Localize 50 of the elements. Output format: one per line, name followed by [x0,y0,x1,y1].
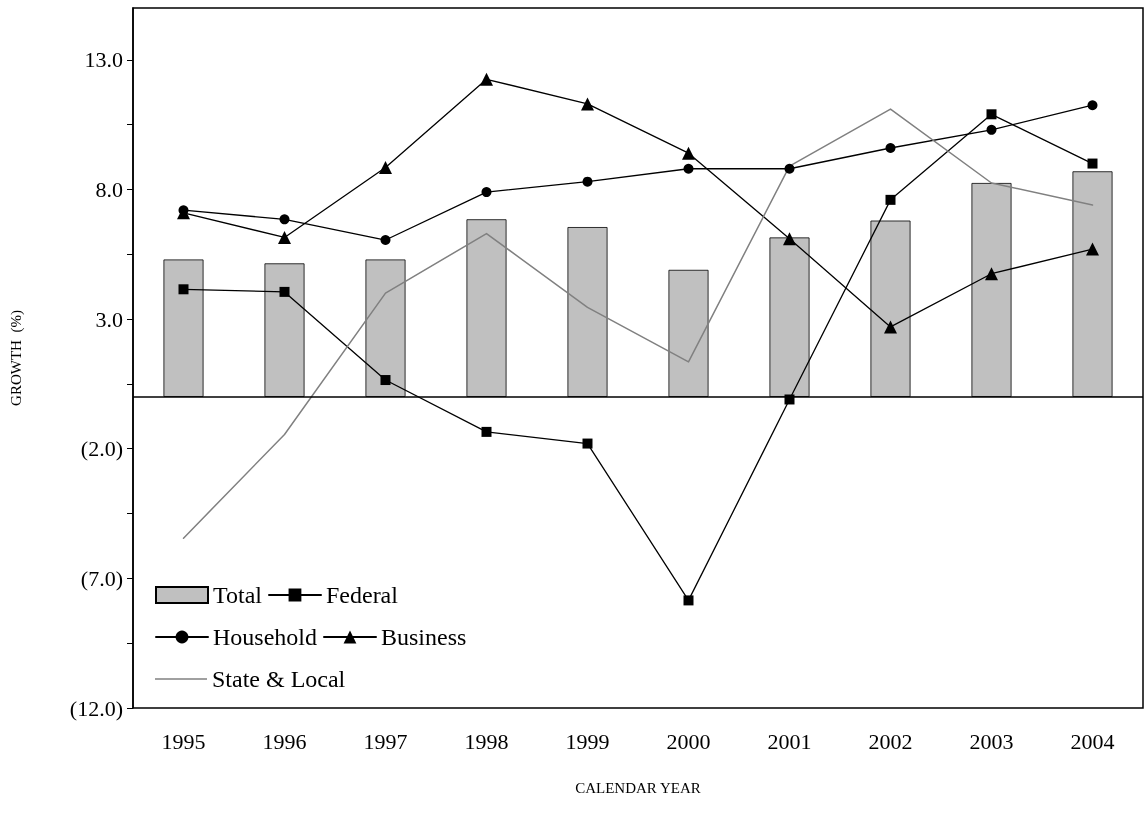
x-tick-label: 2000 [666,728,711,754]
point [380,235,391,246]
x-axis-title: CALENDAR YEAR [575,779,701,796]
legend-label: Business [380,624,467,650]
x-tick-label: 1995 [161,728,206,754]
point [885,143,896,153]
point [985,267,998,281]
x-tick-label: 1999 [565,728,610,754]
point [683,163,694,174]
point [784,163,795,174]
y-tick-label: 8.0 [95,176,123,202]
point [379,160,392,174]
point [1086,242,1099,256]
y-tick-label: 3.0 [95,306,123,332]
point [582,438,593,449]
point [279,286,290,297]
point [885,194,896,205]
point [278,230,291,244]
point [783,232,796,246]
point [986,124,997,135]
point [986,109,997,120]
point [683,595,694,606]
y-tick-label: 13.0 [84,47,123,73]
point [581,97,594,111]
legend-label: Federal [325,582,399,608]
x-tick-label: 1998 [464,728,509,754]
point [1087,158,1098,169]
x-tick-label: 1997 [363,728,408,754]
legend-label: Total [213,582,263,608]
legend-label: Household [213,624,317,650]
x-tick-label: 2002 [868,728,913,754]
y-tick-label: (7.0) [80,565,123,591]
point [1087,100,1098,111]
point [481,426,492,437]
x-tick-label: 2003 [969,728,1014,754]
point [178,284,189,295]
y-tick-label: (2.0) [80,436,123,462]
point [582,176,593,187]
y-axis-title: GROWTH (%) [7,310,25,406]
point [380,375,391,386]
y-tick-label: (12.0) [69,695,123,721]
x-tick-label: 2001 [767,728,812,754]
x-tick-label: 2004 [1070,728,1115,754]
point [682,146,695,160]
point [279,214,290,225]
point [884,320,897,334]
point [481,187,492,198]
x-tick-label: 1996 [262,728,307,754]
point [480,72,493,86]
legend-label: State & Local [212,666,346,692]
